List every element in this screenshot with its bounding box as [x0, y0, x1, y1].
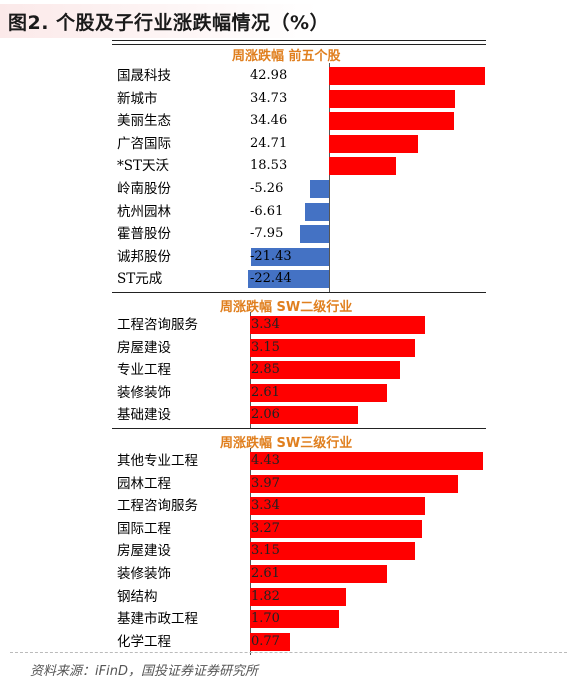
panel-2-bar: [250, 316, 426, 334]
panel-2-category-label: 装修装饰: [117, 384, 171, 401]
panel-1-value-label: 34.46: [250, 113, 288, 129]
panel-3-bar: [250, 542, 416, 561]
panel-1-value-label: -7.95: [250, 226, 284, 242]
panel-1-bar: [309, 180, 329, 198]
panel-1-bar: [300, 225, 329, 244]
panel-3-category-label: 其他专业工程: [117, 453, 198, 469]
panel-3-value-label: 4.43: [251, 453, 280, 468]
panel-2-bar: [250, 383, 388, 402]
panel-1-category-label: 新城市: [117, 90, 158, 107]
panel-3-bar: [250, 497, 426, 516]
panel-1-category-label: 诚邦股份: [117, 248, 171, 265]
panel-1-value-label: 34.73: [250, 90, 288, 106]
panel-1-value-label: -6.61: [250, 203, 284, 219]
figure-title: 图2. 个股及子行业涨跌幅情况（%）: [8, 12, 330, 34]
panel-2-value-label: 2.61: [251, 384, 280, 400]
panel-3-bar: [250, 452, 483, 470]
panel-1-category-label: 国晟科技: [117, 68, 171, 84]
panel-2-value-label: 2.85: [251, 362, 280, 378]
panel-3-category-label: 工程咨询服务: [117, 498, 198, 515]
panel-1-value-label: 42.98: [250, 68, 288, 83]
panel-1-bar: [329, 157, 397, 176]
panel-2-bar: [250, 361, 400, 380]
panel-3-category-label: 化学工程: [117, 633, 171, 650]
panel-1-value-label: 24.71: [250, 135, 288, 151]
panel-2-value-label: 2.06: [251, 407, 280, 423]
bottom-rule: [10, 652, 567, 653]
panel-3-bar: [250, 474, 459, 493]
panel-2-value-label: 3.15: [251, 339, 280, 355]
panel-3-bar: [250, 519, 422, 538]
panel-3-value-label: 1.82: [251, 588, 280, 604]
panel-3-title: 周涨跌幅 SW三级行业: [220, 436, 353, 451]
panel-1-category-label: 美丽生态: [117, 113, 171, 130]
panel-3-bar: [250, 632, 291, 651]
panel-3-category-label: 房屋建设: [117, 543, 171, 560]
panel-1-category-label: 广咨国际: [117, 135, 171, 152]
panel-1-category-label: ST元成: [117, 271, 163, 288]
panel-2-top-rule: [112, 292, 486, 293]
panel-3-value-label: 3.15: [251, 543, 280, 559]
panel-3-category-label: 基建市政工程: [117, 611, 198, 628]
panel-1-value-label: 18.53: [250, 158, 288, 174]
panel-1-bar: [329, 134, 419, 153]
panel-2-title: 周涨跌幅 SW二级行业: [220, 300, 353, 315]
source-note: 资料来源：iFinD，国投证券证券研究所: [30, 664, 258, 679]
panel-1-bar: [247, 270, 329, 289]
panel-2-category-label: 基础建设: [117, 407, 171, 424]
panel-3-value-label: 1.70: [251, 611, 280, 627]
panel-1-bar: [305, 202, 329, 221]
panel-2-bar: [250, 406, 359, 425]
panel-3-category-label: 国际工程: [117, 520, 171, 537]
title-background: [0, 4, 577, 38]
panel-3-category-label: 装修装饰: [117, 566, 171, 582]
panel-3-category-label: 钢结构: [117, 588, 158, 605]
panel-1-bar: [251, 247, 329, 266]
panel-3-bar: [250, 610, 340, 629]
panel-1-bar: [329, 89, 455, 108]
panel-3-bar: [250, 587, 346, 606]
panel-2-category-label: 专业工程: [117, 362, 171, 379]
panel-1-top-rule: [112, 44, 486, 45]
panel-1-bar: [329, 112, 454, 131]
panel-3-top-rule: [112, 428, 486, 429]
panel-3-value-label: 3.34: [251, 498, 280, 514]
top-rule: [112, 40, 486, 41]
panel-1-title: 周涨跌幅 前五个股: [232, 49, 341, 64]
panel-2-value-label: 3.34: [251, 317, 280, 332]
panel-2-category-label: 房屋建设: [117, 339, 171, 356]
panel-3-bar: [250, 565, 388, 583]
panel-1-category-label: 岭南股份: [117, 181, 171, 197]
panel-1-axis: [329, 63, 330, 293]
panel-3-category-label: 园林工程: [117, 475, 171, 492]
panel-2-category-label: 工程咨询服务: [117, 317, 198, 333]
panel-2-bar: [250, 338, 416, 357]
panel-3-value-label: 2.61: [251, 566, 280, 581]
panel-1-bar: [329, 67, 485, 85]
panel-1-value-label: -22.44: [250, 271, 292, 287]
panel-3-value-label: 0.77: [251, 633, 280, 649]
panel-1-value-label: -21.43: [250, 248, 292, 264]
panel-1-category-label: *ST天沃: [117, 158, 170, 175]
panel-3-value-label: 3.27: [251, 520, 280, 536]
panel-1-category-label: 杭州园林: [117, 203, 171, 220]
panel-1-category-label: 霍普股份: [117, 226, 171, 243]
panel-1-value-label: -5.26: [250, 181, 284, 196]
panel-3-value-label: 3.97: [251, 475, 280, 491]
